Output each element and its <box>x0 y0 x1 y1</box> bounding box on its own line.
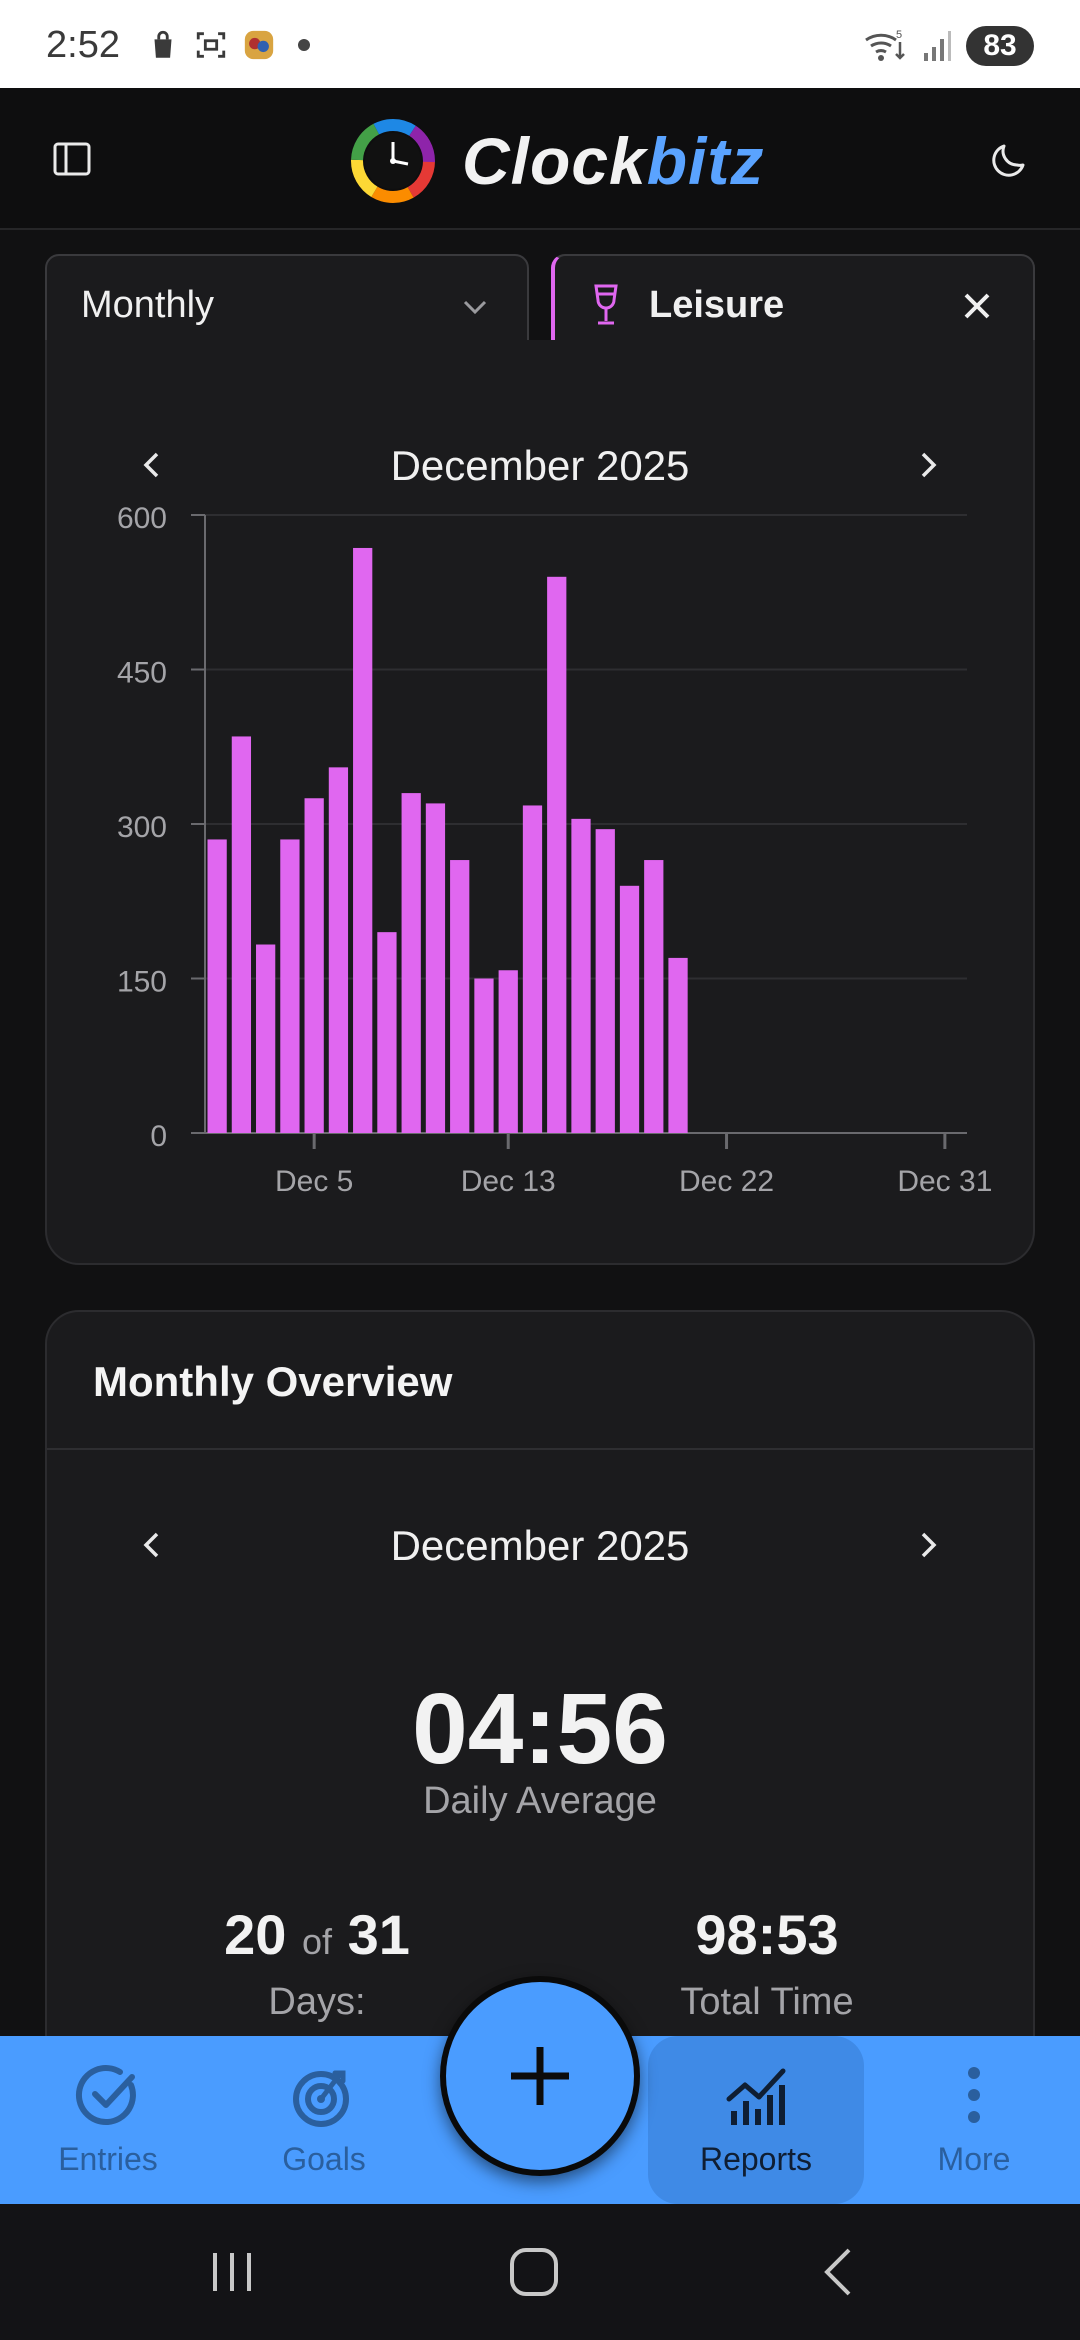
x-tick-label: Dec 13 <box>461 1165 556 1198</box>
chart-bar <box>328 767 349 1133</box>
tab-reports[interactable]: Reports <box>648 2036 864 2204</box>
shopping-bag-icon <box>154 30 172 58</box>
app-title: Clockbitz <box>462 124 765 198</box>
days-value: 20 of 31 <box>224 1903 410 1966</box>
chart-bar <box>595 829 615 1133</box>
chevron-left-icon <box>143 1532 159 1558</box>
tab-goals[interactable]: Goals <box>246 2036 402 2204</box>
chart-bar <box>425 803 446 1133</box>
back-icon <box>824 2248 851 2296</box>
cell-signal-icon <box>924 31 951 61</box>
total-time-stat: 98:53 Total Time <box>587 1902 947 2024</box>
daily-chart-card: December 2025 0 150 300 450 600 Dec 5 Dec 13 De… <box>45 340 1035 1265</box>
daily-bar-chart: 0 150 300 450 600 Dec 5 Dec 13 Dec 22 Dec 31 <box>117 502 992 1198</box>
chevron-down-icon <box>463 300 487 315</box>
chart-bar <box>450 860 470 1133</box>
y-tick-label: 150 <box>117 966 167 999</box>
more-notifications-dot <box>298 39 310 51</box>
home-icon <box>510 2248 558 2296</box>
add-entry-button[interactable] <box>440 1976 640 2176</box>
wine-glass-icon <box>594 284 618 325</box>
x-tick-label: Dec 5 <box>275 1165 353 1198</box>
chart-bar <box>207 839 227 1133</box>
x-tick-label: Dec 31 <box>897 1165 992 1198</box>
days-stat: 20 of 31 Days: <box>137 1902 497 2024</box>
chart-bar <box>547 576 567 1133</box>
daily-average-value: 04:56 <box>412 1673 668 1785</box>
more-vertical-icon <box>968 2066 980 2123</box>
chart-month-nav: December 2025 <box>47 430 1033 500</box>
wifi-icon: 5 <box>865 29 905 61</box>
overview-month-title: December 2025 <box>390 1522 690 1569</box>
notification-icons <box>146 28 310 62</box>
chart-bar <box>619 885 640 1133</box>
overview-month-nav: December 2025 <box>47 1510 1033 1580</box>
chevron-right-icon <box>921 452 937 478</box>
chart-month-title: December 2025 <box>390 442 690 489</box>
status-bar: 2:52 5 83 <box>0 0 1080 88</box>
chevron-right-icon <box>921 1532 937 1558</box>
y-tick-label: 300 <box>117 811 167 844</box>
app-header: Clockbitz <box>0 88 1080 230</box>
chart-bar <box>522 805 543 1133</box>
moon-icon <box>992 144 1025 177</box>
tab-entries[interactable]: Entries <box>30 2036 186 2204</box>
category-filter-value: Leisure <box>649 283 785 326</box>
target-icon <box>293 2070 349 2127</box>
system-navigation-bar <box>0 2204 1080 2340</box>
status-time: 2:52 <box>46 24 120 66</box>
chart-bar <box>474 978 494 1133</box>
chart-bar <box>401 793 421 1133</box>
app-logo[interactable]: Clockbitz <box>350 116 764 206</box>
days-label: Days: <box>268 1981 366 2023</box>
total-time-label: Total Time <box>680 1981 854 2023</box>
sidebar-toggle-icon <box>53 142 91 176</box>
period-select-value: Monthly <box>81 283 215 326</box>
overview-divider <box>47 1448 1033 1450</box>
chart-bar <box>304 798 324 1133</box>
chart-line-icon <box>726 2068 786 2125</box>
x-tick-label: Dec 22 <box>679 1165 774 1198</box>
tab-more[interactable]: More <box>896 2036 1052 2204</box>
close-icon[interactable] <box>957 286 997 326</box>
daily-average-label: Daily Average <box>423 1780 657 1822</box>
chart-next-month-button[interactable] <box>905 442 951 488</box>
chart-bar <box>280 839 300 1133</box>
chart-bar <box>668 957 688 1133</box>
home-button[interactable] <box>502 2240 566 2304</box>
chart-bar <box>644 860 664 1133</box>
chart-bar <box>231 736 252 1133</box>
y-tick-label: 0 <box>150 1120 167 1153</box>
chart-prev-month-button[interactable] <box>129 442 175 488</box>
y-tick-label: 450 <box>117 657 167 690</box>
chart-bar <box>498 970 518 1133</box>
category-filter[interactable]: Leisure <box>551 254 1035 356</box>
back-button[interactable] <box>808 2240 872 2304</box>
recent-apps-icon <box>213 2253 251 2291</box>
y-tick-label: 600 <box>117 502 167 535</box>
overview-title: Monthly Overview <box>93 1358 453 1405</box>
screenshot-icon <box>196 32 226 58</box>
total-time-value: 98:53 <box>695 1903 839 1966</box>
chart-bar <box>353 547 373 1133</box>
plus-icon <box>511 2047 569 2105</box>
check-circle-icon <box>76 2064 136 2125</box>
app-avatar-icon <box>244 30 274 60</box>
sidebar-toggle-button[interactable] <box>36 123 108 195</box>
recent-apps-button[interactable] <box>200 2240 264 2304</box>
chevron-left-icon <box>143 452 159 478</box>
chart-bar <box>571 818 591 1133</box>
svg-text:5: 5 <box>896 29 902 41</box>
overview-prev-month-button[interactable] <box>129 1522 175 1568</box>
clock-logo-icon <box>351 119 435 203</box>
theme-toggle-button[interactable] <box>972 123 1044 195</box>
overview-next-month-button[interactable] <box>905 1522 951 1568</box>
chart-bar <box>377 932 397 1133</box>
status-right: 5 83 <box>862 26 1034 66</box>
chart-bar <box>256 944 276 1133</box>
battery-indicator: 83 <box>966 26 1034 66</box>
